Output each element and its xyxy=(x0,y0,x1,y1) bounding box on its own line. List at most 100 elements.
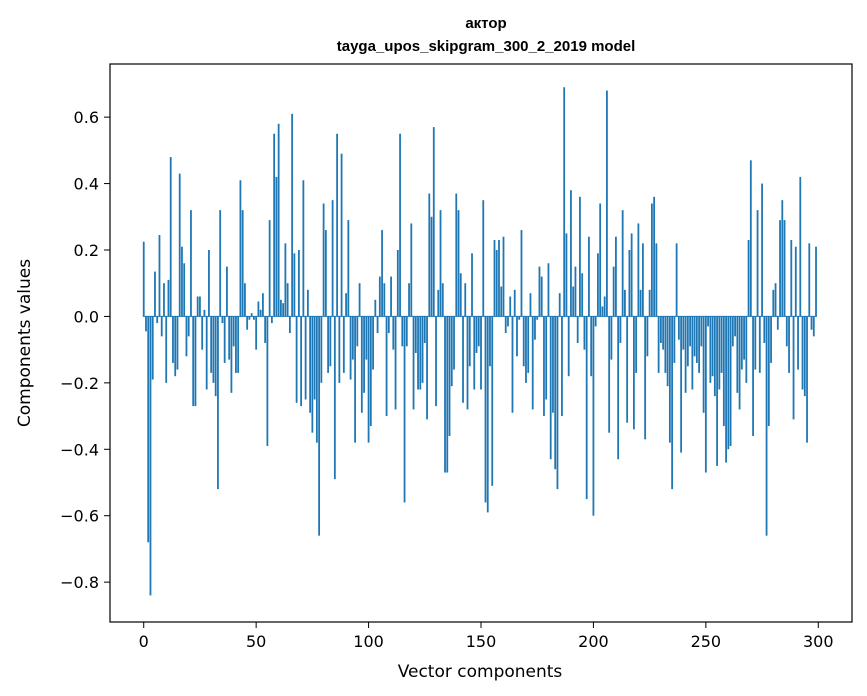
bar-142 xyxy=(462,316,464,403)
bar-138 xyxy=(453,316,455,370)
bar-194 xyxy=(579,196,581,317)
bar-56 xyxy=(268,220,271,317)
bar-186 xyxy=(561,316,563,417)
bar-97 xyxy=(360,316,363,413)
bar-114 xyxy=(399,133,401,317)
bar-276 xyxy=(763,316,766,343)
bar-211 xyxy=(617,316,620,460)
y-tick-label: −0.4 xyxy=(60,440,99,459)
bar-54 xyxy=(264,316,267,343)
bar-187 xyxy=(563,87,566,317)
bar-153 xyxy=(486,316,489,513)
bar-279 xyxy=(770,316,772,363)
bar-183 xyxy=(554,316,557,470)
bar-165 xyxy=(513,289,516,317)
bar-3 xyxy=(149,316,152,596)
bar-69 xyxy=(297,250,300,317)
bar-9 xyxy=(163,283,165,317)
bar-157 xyxy=(495,250,498,317)
bar-83 xyxy=(329,316,332,367)
x-tick-label: 300 xyxy=(803,632,834,651)
bar-239 xyxy=(680,316,683,453)
bar-75 xyxy=(311,316,314,433)
bar-284 xyxy=(781,200,784,317)
bar-30 xyxy=(210,316,213,373)
bar-93 xyxy=(351,316,354,360)
bar-174 xyxy=(534,316,536,340)
bar-210 xyxy=(615,236,617,317)
bar-185 xyxy=(558,293,561,317)
bar-288 xyxy=(790,240,793,317)
bar-134 xyxy=(444,316,446,473)
bar-259 xyxy=(725,316,727,463)
bar-84 xyxy=(331,200,334,317)
bar-204 xyxy=(601,306,604,317)
bar-120 xyxy=(412,316,415,410)
bar-14 xyxy=(174,316,177,377)
chart-subtitle: tayga_upos_skipgram_300_2_2019 model xyxy=(337,38,636,55)
bar-139 xyxy=(455,193,458,317)
bar-81 xyxy=(324,230,327,317)
bar-124 xyxy=(421,316,424,383)
bar-59 xyxy=(275,176,278,317)
bar-230 xyxy=(659,316,662,343)
bar-158 xyxy=(498,240,500,317)
bar-172 xyxy=(529,293,532,317)
bar-89 xyxy=(342,316,345,373)
bar-238 xyxy=(677,316,680,340)
bar-190 xyxy=(570,190,572,317)
bar-43 xyxy=(239,180,242,317)
bar-182 xyxy=(552,316,554,413)
bar-19 xyxy=(185,316,188,357)
bar-85 xyxy=(333,316,336,480)
bar-31 xyxy=(212,316,215,383)
bar-205 xyxy=(603,296,606,317)
bar-199 xyxy=(590,316,593,377)
bar-225 xyxy=(648,289,651,317)
bar-207 xyxy=(608,316,611,433)
bar-104 xyxy=(376,316,379,334)
bar-163 xyxy=(509,296,512,317)
bar-219 xyxy=(635,316,638,373)
bar-270 xyxy=(749,160,752,317)
bar-129 xyxy=(432,127,435,317)
y-tick-label: 0.2 xyxy=(74,241,99,260)
plot-frame xyxy=(109,63,853,623)
bar-278 xyxy=(767,316,770,427)
bar-133 xyxy=(441,283,444,317)
bar-147 xyxy=(473,316,476,390)
bar-46 xyxy=(246,316,249,330)
bar-4 xyxy=(151,316,154,380)
bar-92 xyxy=(349,316,352,380)
bar-57 xyxy=(270,316,273,324)
bar-232 xyxy=(664,316,667,373)
bar-188 xyxy=(565,233,568,317)
bar-145 xyxy=(468,316,471,367)
chart-title: актор xyxy=(465,15,506,32)
bar-20 xyxy=(187,316,190,337)
bar-287 xyxy=(788,316,790,373)
bar-15 xyxy=(176,316,179,370)
bar-22 xyxy=(192,316,195,407)
bar-36 xyxy=(223,316,226,363)
bar-254 xyxy=(713,316,716,397)
bar-269 xyxy=(747,240,750,317)
bar-164 xyxy=(511,316,514,413)
bar-95 xyxy=(356,316,359,347)
bar-53 xyxy=(262,293,264,317)
bar-10 xyxy=(165,316,168,383)
bar-28 xyxy=(205,316,208,390)
bar-141 xyxy=(459,273,462,317)
bar-37 xyxy=(226,266,228,317)
bar-47 xyxy=(248,316,251,320)
bar-1 xyxy=(145,316,147,332)
y-tick-label: −0.8 xyxy=(60,573,99,592)
bar-21 xyxy=(190,210,192,317)
bar-201 xyxy=(594,316,597,327)
bar-184 xyxy=(556,316,559,490)
bar-260 xyxy=(727,316,730,450)
bar-72 xyxy=(304,316,307,400)
bar-119 xyxy=(410,223,413,317)
bar-179 xyxy=(545,316,548,400)
